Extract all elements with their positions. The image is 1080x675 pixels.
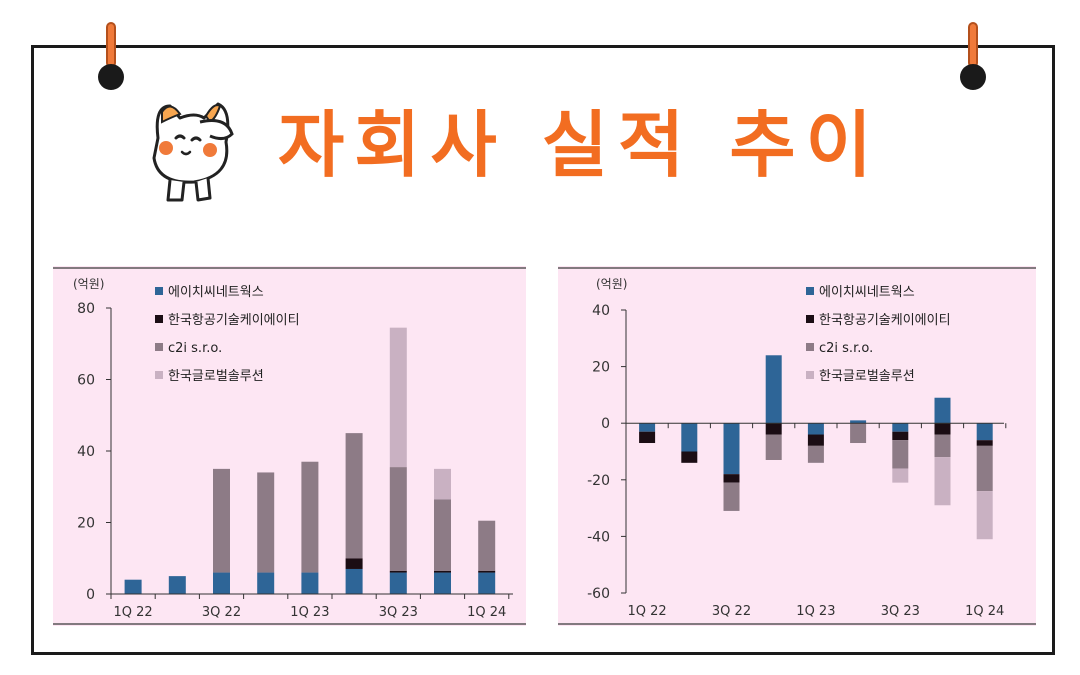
bar-3Q23-s0 bbox=[389, 572, 407, 594]
bar-4Q23-s0 bbox=[934, 397, 951, 424]
x-tick-label: 3Q 23 bbox=[881, 604, 920, 619]
bar-3Q22-s0 bbox=[723, 423, 740, 475]
page-title: 자회사 실적 추이 bbox=[278, 103, 882, 187]
bar-4Q23-s3 bbox=[934, 457, 951, 506]
bar-3Q23-s1 bbox=[389, 570, 407, 573]
bar-1Q23-s0 bbox=[301, 572, 319, 594]
cat-mascot-icon bbox=[152, 102, 234, 202]
chart-panel-left: (억원) 0 20 40 60 80 1Q 22 3Q 22 1Q 23 3Q 23 1Q 24 에이… bbox=[53, 266, 526, 626]
bar-3Q23-s2 bbox=[389, 467, 407, 571]
bar-1Q24-s1 bbox=[478, 570, 496, 573]
bar-3Q23-s3 bbox=[389, 327, 407, 468]
legend-label: 한국글로벌솔루션 bbox=[168, 369, 264, 384]
bar-3Q23-s2 bbox=[892, 440, 909, 469]
bar-3Q23-s1 bbox=[892, 431, 909, 441]
right-pin-icon bbox=[960, 64, 986, 90]
unit-label: (억원) bbox=[596, 277, 627, 291]
bar-1Q23-s1 bbox=[807, 434, 824, 446]
unit-label: (억원) bbox=[73, 277, 104, 291]
bar-2Q22-s0 bbox=[168, 576, 186, 594]
y-tick-label: 0 bbox=[601, 416, 610, 432]
right-clip-icon bbox=[968, 22, 978, 68]
bar-1Q24-s2 bbox=[478, 520, 496, 571]
bar-3Q23-s3 bbox=[892, 468, 909, 483]
y-tick-label: 0 bbox=[86, 587, 95, 603]
legend-swatch bbox=[806, 287, 814, 295]
bar-4Q23-s2 bbox=[934, 434, 951, 458]
x-tick-label: 1Q 24 bbox=[467, 605, 506, 620]
y-tick-label: 80 bbox=[77, 301, 95, 317]
bar-3Q22-s1 bbox=[723, 474, 740, 483]
bar-1Q24-s2 bbox=[976, 445, 993, 492]
legend-swatch bbox=[806, 315, 814, 323]
bar-2Q23-s2 bbox=[345, 433, 363, 559]
bar-4Q23-s1 bbox=[434, 570, 451, 573]
bar-1Q24-s0 bbox=[976, 423, 993, 441]
x-tick-label: 1Q 22 bbox=[628, 604, 667, 619]
legend-label: 한국글로벌솔루션 bbox=[819, 369, 915, 384]
left-clip-icon bbox=[106, 22, 116, 68]
bar-2Q23-s0 bbox=[345, 568, 363, 594]
legend-swatch bbox=[806, 343, 814, 351]
bar-1Q24-s0 bbox=[478, 572, 496, 594]
x-tick-label: 1Q 23 bbox=[290, 605, 329, 620]
bar-1Q22-s0 bbox=[124, 579, 142, 594]
stacked-bar-chart-left: (억원) 0 20 40 60 80 1Q 22 3Q 22 1Q 23 3Q 23 1Q 24 에이… bbox=[53, 267, 526, 625]
bar-1Q22-s0 bbox=[639, 423, 656, 432]
y-tick-label: 20 bbox=[77, 516, 95, 532]
bar-2Q23-s1 bbox=[345, 558, 363, 569]
legend-label: 한국항공기술케이에이티 bbox=[168, 313, 300, 328]
legend-label: c2i s.r.o. bbox=[168, 341, 222, 356]
bar-4Q23-s3 bbox=[434, 468, 451, 500]
legend-label: c2i s.r.o. bbox=[819, 341, 873, 356]
legend-swatch bbox=[155, 371, 163, 379]
stacked-bar-chart-right: (억원) 40 20 0 -20 -40 -60 1Q 22 3Q 22 1Q 23 3Q 23 1Q… bbox=[558, 267, 1036, 625]
legend-label: 에이치씨네트웍스 bbox=[819, 285, 915, 300]
legend-label: 에이치씨네트웍스 bbox=[168, 285, 264, 300]
bar-3Q22-s2 bbox=[213, 468, 230, 573]
x-tick-label: 1Q 22 bbox=[114, 605, 153, 620]
legend-label: 한국항공기술케이에이티 bbox=[819, 313, 951, 328]
bar-1Q24-s1 bbox=[976, 440, 993, 446]
y-tick-label: 40 bbox=[592, 303, 610, 319]
bar-4Q22-s0 bbox=[257, 572, 275, 594]
bar-1Q23-s2 bbox=[807, 445, 824, 463]
y-tick-label: 20 bbox=[592, 360, 610, 376]
bar-1Q24-s3 bbox=[976, 491, 993, 540]
legend-swatch bbox=[806, 371, 814, 379]
bar-3Q23-s0 bbox=[892, 423, 909, 432]
bar-1Q23-s0 bbox=[807, 423, 824, 435]
bar-4Q22-s2 bbox=[257, 472, 275, 573]
bar-4Q23-s0 bbox=[434, 572, 451, 594]
chart-panel-right: (억원) 40 20 0 -20 -40 -60 1Q 22 3Q 22 1Q 23 3Q 23 1Q… bbox=[558, 266, 1036, 626]
bar-2Q23-s0 bbox=[850, 420, 867, 424]
bar-1Q23-s2 bbox=[301, 461, 319, 573]
y-tick-label: -20 bbox=[587, 473, 610, 489]
bar-4Q22-s2 bbox=[765, 434, 782, 460]
x-tick-label: 1Q 24 bbox=[965, 604, 1004, 619]
bar-2Q23-s2 bbox=[850, 423, 867, 444]
y-tick-label: -40 bbox=[587, 529, 610, 545]
left-pin-icon bbox=[98, 64, 124, 90]
bar-3Q22-s2 bbox=[723, 482, 740, 511]
bar-2Q22-s0 bbox=[681, 423, 698, 452]
x-tick-label: 1Q 23 bbox=[796, 604, 835, 619]
bar-4Q23-s1 bbox=[934, 423, 951, 435]
legend-swatch bbox=[155, 343, 163, 351]
bar-3Q22-s0 bbox=[213, 572, 230, 594]
x-tick-label: 3Q 22 bbox=[712, 604, 751, 619]
legend-swatch bbox=[155, 315, 163, 323]
x-tick-label: 3Q 22 bbox=[202, 605, 241, 620]
bar-4Q22-s0 bbox=[765, 355, 782, 424]
legend-swatch bbox=[155, 287, 163, 295]
bar-1Q22-s1 bbox=[639, 431, 656, 444]
y-tick-label: 60 bbox=[77, 373, 95, 389]
bar-2Q22-s1 bbox=[681, 451, 698, 463]
y-tick-label: 40 bbox=[77, 444, 95, 460]
bar-4Q22-s1 bbox=[765, 423, 782, 435]
x-tick-label: 3Q 23 bbox=[379, 605, 418, 620]
y-tick-label: -60 bbox=[587, 586, 610, 602]
bar-4Q23-s2 bbox=[434, 499, 451, 571]
